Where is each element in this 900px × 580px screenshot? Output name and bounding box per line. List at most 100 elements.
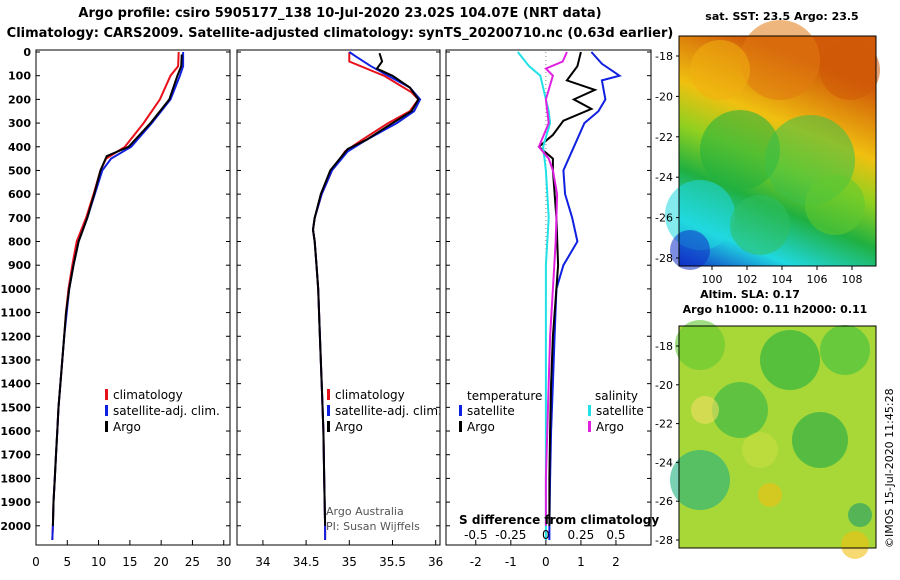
x-tick-label: 10 bbox=[91, 555, 106, 569]
y-tick-label: 400 bbox=[8, 141, 31, 154]
legend-salinity-header: salinity bbox=[595, 389, 638, 403]
difference-x-axis: -2 -1 0 1 2 -0.5 -0.25 0 0.25 0.5 bbox=[464, 528, 625, 569]
legend-sal-argo-label: Argo bbox=[596, 420, 624, 434]
y-tick-label: 1100 bbox=[0, 307, 31, 320]
y-tick-label: 1800 bbox=[0, 472, 31, 485]
x-tick-label-salinity: -0.25 bbox=[495, 528, 526, 542]
lon-tick-label: 104 bbox=[772, 273, 793, 286]
legend-argo-label: Argo bbox=[335, 420, 363, 434]
y-tick-label: 1700 bbox=[0, 449, 31, 462]
legend-satellite-label: satellite-adj. clim. bbox=[335, 404, 442, 418]
legend-temperature-header: temperature bbox=[467, 389, 542, 403]
y-tick-label: 1200 bbox=[0, 330, 31, 343]
sst-texture-blob bbox=[700, 110, 780, 190]
depth-axis: 0 100 200 300 400 500 600 700 800 900 1000 1100 1200… bbox=[0, 46, 651, 533]
x-tick-label: 34 bbox=[255, 555, 270, 569]
x-tick-label: 36 bbox=[428, 555, 443, 569]
lon-tick-label: 106 bbox=[807, 273, 828, 286]
difference-panel-frame bbox=[445, 49, 652, 546]
x-tick-label: 15 bbox=[122, 555, 137, 569]
legend-satellite-swatch bbox=[105, 405, 108, 416]
salinity-series bbox=[311, 51, 422, 540]
y-tick-label: 700 bbox=[8, 212, 31, 225]
sst-map: sat. SST: 23.5 Argo: 23.5 -18 -20 -22 -24 -2… bbox=[655, 10, 880, 286]
x-tick-label: 20 bbox=[154, 555, 169, 569]
y-tick-label: 300 bbox=[8, 117, 31, 130]
sla-texture-blob bbox=[742, 432, 778, 468]
y-tick-label: 1600 bbox=[0, 425, 31, 438]
y-tick-label: 1900 bbox=[0, 496, 31, 509]
x-tick-label-salinity: 0 bbox=[542, 528, 550, 542]
x-tick-label-temperature: 1 bbox=[577, 555, 585, 569]
difference-legend: temperature satellite Argo salinity sate… bbox=[459, 389, 659, 527]
lon-tick-label: 102 bbox=[737, 273, 758, 286]
lat-tick-label: -22 bbox=[655, 131, 673, 144]
x-tick-label-salinity: 0.25 bbox=[568, 528, 595, 542]
x-tick-label-temperature: -1 bbox=[505, 555, 517, 569]
legend-sal-satellite-swatch bbox=[588, 405, 591, 416]
x-tick-label: 0 bbox=[32, 555, 40, 569]
sla-map-frame bbox=[678, 325, 877, 549]
y-tick-label: 1300 bbox=[0, 354, 31, 367]
sla-texture-blob bbox=[670, 450, 730, 510]
y-tick-label: 100 bbox=[8, 70, 31, 83]
lat-tick-label: -22 bbox=[655, 418, 673, 431]
series-line-temperature-satellite bbox=[548, 51, 622, 540]
lat-tick-label: -28 bbox=[655, 534, 673, 547]
salinity-legend: climatology satellite-adj. clim. Argo Ar… bbox=[326, 388, 442, 533]
x-tick-label-temperature: -2 bbox=[470, 555, 482, 569]
series-line-salinity-satellite bbox=[517, 51, 552, 540]
lon-tick-label: 100 bbox=[702, 273, 723, 286]
x-tick-label: 25 bbox=[185, 555, 200, 569]
sla-texture-blob bbox=[848, 503, 872, 527]
y-tick-label: 1400 bbox=[0, 378, 31, 391]
temperature-x-axis: 0 5 10 15 20 25 30 bbox=[32, 540, 231, 569]
lat-tick-label: -26 bbox=[655, 212, 673, 225]
sla-texture-blob bbox=[841, 531, 869, 559]
sla-texture-blob bbox=[712, 382, 768, 438]
sst-texture-blob bbox=[690, 40, 750, 100]
x-tick-label-salinity: 0.5 bbox=[606, 528, 625, 542]
credit-line-1: Argo Australia bbox=[326, 505, 404, 518]
sla-texture-blob bbox=[691, 396, 719, 424]
lat-tick-label: -24 bbox=[655, 456, 673, 469]
y-tick-label: 500 bbox=[8, 164, 31, 177]
legend-sal-satellite-label: satellite bbox=[596, 404, 644, 418]
lat-tick-label: -20 bbox=[655, 379, 673, 392]
credit-line-2: PI: Susan Wijffels bbox=[326, 520, 420, 533]
legend-temp-satellite-label: satellite bbox=[467, 404, 515, 418]
sst-map-title: sat. SST: 23.5 Argo: 23.5 bbox=[705, 10, 858, 23]
legend-argo-swatch bbox=[105, 421, 108, 432]
legend-climatology-swatch bbox=[105, 389, 108, 400]
sla-texture-blob bbox=[675, 320, 725, 370]
y-tick-label: 600 bbox=[8, 188, 31, 201]
x-tick-label: 34.5 bbox=[293, 555, 320, 569]
series-line-satellite-adj-clim- bbox=[311, 51, 422, 540]
x-tick-label-temperature: 2 bbox=[612, 555, 620, 569]
sla-texture-blob bbox=[758, 483, 782, 507]
series-line-climatology bbox=[311, 52, 420, 540]
y-tick-label: 0 bbox=[23, 46, 31, 59]
y-tick-label: 200 bbox=[8, 93, 31, 106]
y-tick-label: 2000 bbox=[0, 520, 31, 533]
sst-lat-axis: -18 -20 -22 -24 -26 -28 bbox=[655, 50, 679, 265]
salinity-panel-frame bbox=[236, 49, 441, 546]
difference-series bbox=[517, 51, 622, 540]
sst-texture-blob bbox=[730, 195, 790, 255]
series-line-salinity-argo bbox=[537, 51, 568, 526]
sla-map-title-1: Altim. SLA: 0.17 bbox=[700, 288, 800, 301]
figure-title-line-1: Argo profile: csiro 5905177_138 10-Jul-2… bbox=[78, 6, 602, 21]
y-tick-label: 800 bbox=[8, 236, 31, 249]
x-tick-label-temperature: 0 bbox=[542, 555, 550, 569]
temperature-legend: climatology satellite-adj. clim. Argo bbox=[105, 388, 220, 434]
salinity-x-axis: 34 34.5 35 35.5 36 bbox=[255, 540, 443, 569]
series-line-argo bbox=[51, 54, 183, 526]
sla-texture-blob bbox=[760, 330, 820, 390]
legend-satellite-swatch bbox=[327, 405, 330, 416]
legend-climatology-label: climatology bbox=[335, 388, 405, 402]
lat-tick-label: -20 bbox=[655, 90, 673, 103]
x-tick-label: 35 bbox=[342, 555, 357, 569]
series-line-temperature-argo bbox=[537, 51, 598, 526]
y-tick-label: 900 bbox=[8, 259, 31, 272]
